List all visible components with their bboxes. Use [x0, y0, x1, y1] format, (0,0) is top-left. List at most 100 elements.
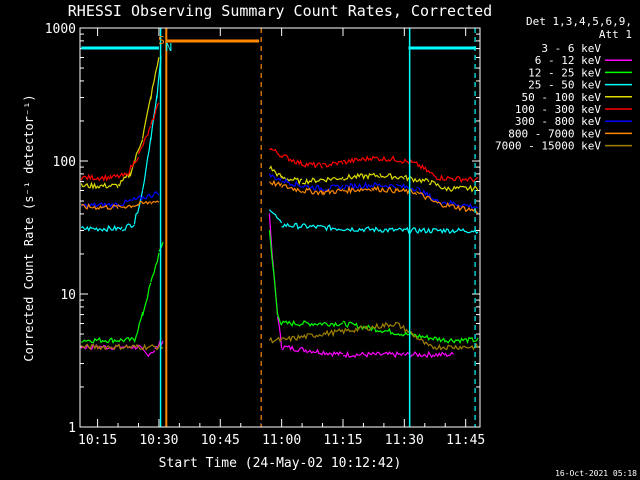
series-line-7: [268, 179, 283, 188]
series-line-3: [133, 190, 144, 225]
series-line-5: [416, 161, 438, 181]
series-line-7: [80, 203, 119, 211]
series-line-6: [150, 190, 160, 198]
series-line-6: [117, 196, 140, 208]
series-line-7: [371, 185, 397, 194]
series-layer: [80, 56, 479, 428]
series-line-2: [150, 252, 160, 283]
series-line-4: [302, 176, 344, 185]
series-line-6: [281, 177, 303, 188]
x-axis-label: Start Time (24-May-02 10:12:42): [159, 456, 402, 471]
series-line-8: [322, 325, 364, 338]
series-line-7: [301, 187, 324, 196]
series-line-6: [322, 184, 344, 192]
series-line-0: [162, 386, 166, 428]
legend-label: 50 - 100 keV: [522, 91, 602, 104]
series-line-1: [281, 345, 344, 358]
series-line-6: [301, 184, 324, 192]
legend-label: 800 - 7000 keV: [508, 127, 601, 140]
series-line-6: [436, 198, 479, 210]
series-line-5: [125, 156, 140, 177]
series-line-4: [444, 184, 479, 193]
series-line-2: [81, 336, 135, 345]
series-line-2: [276, 313, 283, 326]
y-tick-label: 1: [68, 421, 76, 436]
footer-timestamp: 16-Oct-2021 05:18: [555, 469, 637, 478]
plot-frame: [79, 27, 481, 428]
series-line-4: [428, 179, 446, 190]
series-line-8: [137, 342, 164, 351]
legend-label: 25 - 50 keV: [528, 79, 601, 92]
series-line-4: [342, 172, 381, 181]
y-tick-label: 100: [53, 155, 76, 170]
legend-label: 12 - 25 keV: [528, 66, 601, 79]
series-line-2: [403, 331, 446, 343]
series-line-5: [281, 154, 303, 166]
series-line-2: [268, 230, 275, 272]
annotation-s: S: [158, 34, 165, 47]
series-line-4: [379, 173, 405, 181]
series-line-3: [404, 226, 446, 235]
series-line-1: [444, 351, 454, 358]
series-line-3: [444, 227, 479, 235]
series-line-7: [117, 203, 139, 209]
series-line-8: [268, 336, 283, 344]
series-line-5: [109, 172, 127, 180]
series-line-2: [444, 336, 479, 345]
series-line-3: [343, 226, 405, 233]
series-line-4: [268, 165, 283, 179]
series-line-8: [281, 333, 323, 343]
series-line-6: [342, 181, 373, 191]
series-line-3: [121, 223, 135, 232]
chart-title: RHESSI Observing Summary Count Rates, Co…: [68, 2, 492, 20]
series-line-5: [80, 173, 111, 182]
series-line-7: [342, 185, 372, 195]
series-line-8: [80, 343, 139, 351]
legend-header-line2: Att 1: [599, 28, 632, 41]
x-tick-label: 11:45: [446, 433, 485, 448]
series-line-1: [342, 350, 405, 359]
series-line-1: [146, 350, 156, 358]
series-line-5: [322, 160, 344, 168]
series-line-6: [395, 182, 418, 192]
x-tick-label: 11:15: [323, 433, 362, 448]
series-line-5: [137, 125, 152, 155]
series-line-8: [363, 321, 397, 331]
series-line-2: [281, 319, 344, 328]
x-tick-label: 10:45: [201, 433, 240, 448]
series-line-0: [268, 388, 275, 403]
series-line-4: [142, 96, 152, 139]
series-line-2: [272, 268, 279, 315]
series-line-5: [268, 147, 282, 158]
series-line-1: [276, 316, 283, 349]
series-line-4: [403, 174, 430, 184]
series-line-3: [268, 209, 283, 224]
series-line-0: [150, 374, 156, 406]
series-line-6: [138, 193, 152, 201]
x-tick-label: 11:30: [385, 433, 424, 448]
annotation-n: N: [165, 41, 172, 54]
y-axis-label: Corrected Count Rate (s⁻¹ detector⁻¹): [22, 94, 36, 361]
series-line-7: [436, 201, 479, 214]
series-line-4: [117, 172, 131, 187]
series-line-5: [436, 174, 479, 184]
series-line-5: [301, 161, 324, 169]
x-tick-label: 10:15: [78, 433, 117, 448]
series-line-3: [142, 137, 152, 191]
series-line-1: [404, 350, 446, 359]
x-tick-label: 10:30: [139, 433, 178, 448]
series-line-7: [395, 187, 418, 196]
series-line-6: [371, 181, 397, 189]
x-tick-label: 11:00: [262, 433, 301, 448]
series-line-8: [428, 343, 479, 351]
series-line-0: [142, 403, 152, 428]
legend-label: 300 - 800 keV: [515, 115, 601, 128]
series-line-0: [272, 404, 279, 428]
legend-label: 100 - 300 keV: [515, 103, 601, 116]
series-line-5: [150, 102, 160, 125]
series-line-0: [154, 356, 160, 376]
series-line-7: [281, 184, 303, 193]
y-tick-label: 10: [60, 288, 76, 303]
series-line-7: [150, 200, 160, 205]
